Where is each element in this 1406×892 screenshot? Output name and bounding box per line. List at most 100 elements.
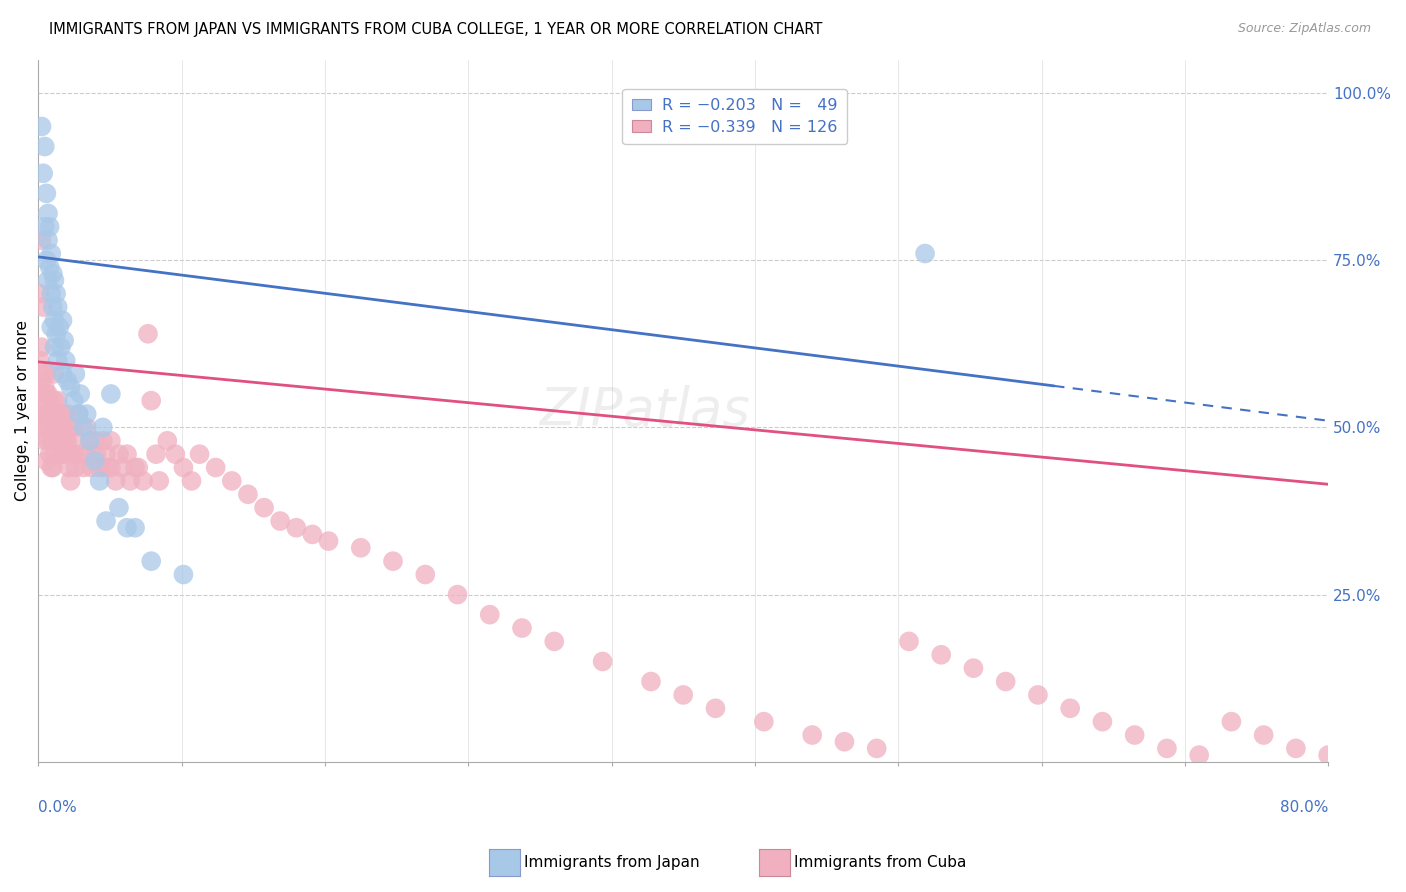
Point bbox=[80, 460, 103, 475]
Point bbox=[204, 460, 226, 475]
Point bbox=[72, 420, 94, 434]
Point bbox=[56, 434, 79, 448]
Point bbox=[148, 474, 170, 488]
Point bbox=[172, 460, 194, 475]
Point bbox=[45, 407, 67, 421]
Point bbox=[897, 634, 920, 648]
Point bbox=[1059, 701, 1081, 715]
Point bbox=[51, 367, 73, 381]
Point bbox=[38, 420, 60, 434]
Point bbox=[478, 607, 501, 622]
Point bbox=[76, 420, 98, 434]
Point bbox=[72, 460, 94, 475]
Point bbox=[39, 320, 62, 334]
Point bbox=[37, 434, 59, 448]
Point bbox=[156, 434, 179, 448]
Point bbox=[35, 420, 58, 434]
Point bbox=[44, 420, 66, 434]
Point bbox=[124, 521, 146, 535]
Point bbox=[285, 521, 308, 535]
Point bbox=[42, 267, 65, 281]
Legend: R = −0.203   N =   49, R = −0.339   N = 126: R = −0.203 N = 49, R = −0.339 N = 126 bbox=[623, 88, 848, 145]
Point bbox=[42, 434, 65, 448]
Point bbox=[55, 353, 77, 368]
Point bbox=[31, 340, 53, 354]
Point bbox=[31, 407, 53, 421]
Point bbox=[89, 474, 111, 488]
Point bbox=[35, 387, 58, 401]
Point bbox=[76, 407, 98, 421]
Point bbox=[62, 393, 84, 408]
Point bbox=[382, 554, 405, 568]
Point bbox=[37, 407, 59, 421]
Text: IMMIGRANTS FROM JAPAN VS IMMIGRANTS FROM CUBA COLLEGE, 1 YEAR OR MORE CORRELATIO: IMMIGRANTS FROM JAPAN VS IMMIGRANTS FROM… bbox=[49, 22, 823, 37]
Point bbox=[69, 387, 91, 401]
Point bbox=[86, 447, 108, 461]
Point bbox=[37, 206, 59, 220]
Point bbox=[834, 735, 856, 749]
Point bbox=[111, 460, 134, 475]
Point bbox=[28, 286, 51, 301]
Point bbox=[28, 387, 51, 401]
Text: Source: ZipAtlas.com: Source: ZipAtlas.com bbox=[1237, 22, 1371, 36]
Point bbox=[640, 674, 662, 689]
Point bbox=[236, 487, 259, 501]
Point bbox=[37, 387, 59, 401]
Point bbox=[34, 407, 56, 421]
Point bbox=[115, 447, 138, 461]
Point bbox=[350, 541, 373, 555]
Point bbox=[83, 434, 105, 448]
Point bbox=[46, 300, 69, 314]
Point bbox=[35, 454, 58, 468]
Point bbox=[1091, 714, 1114, 729]
Point bbox=[141, 554, 163, 568]
Point bbox=[42, 300, 65, 314]
Point bbox=[69, 447, 91, 461]
Point bbox=[914, 246, 936, 260]
Point bbox=[48, 434, 70, 448]
Point bbox=[1285, 741, 1308, 756]
Point bbox=[97, 460, 120, 475]
Point bbox=[42, 407, 65, 421]
Point bbox=[32, 393, 55, 408]
Point bbox=[37, 233, 59, 247]
Point bbox=[221, 474, 243, 488]
Point bbox=[269, 514, 291, 528]
Point bbox=[35, 367, 58, 381]
Point bbox=[44, 447, 66, 461]
Point bbox=[32, 300, 55, 314]
Point bbox=[53, 334, 76, 348]
Point bbox=[543, 634, 565, 648]
Point bbox=[1123, 728, 1146, 742]
Point bbox=[39, 246, 62, 260]
Point bbox=[59, 474, 82, 488]
Point bbox=[962, 661, 984, 675]
Text: 80.0%: 80.0% bbox=[1279, 800, 1329, 815]
Point bbox=[136, 326, 159, 341]
Point bbox=[120, 474, 142, 488]
Point bbox=[38, 260, 60, 274]
Point bbox=[89, 460, 111, 475]
Text: ZIPatlas: ZIPatlas bbox=[538, 384, 749, 437]
Point bbox=[115, 521, 138, 535]
Point bbox=[44, 340, 66, 354]
Point bbox=[51, 313, 73, 327]
Point bbox=[34, 139, 56, 153]
Point bbox=[67, 407, 90, 421]
Point bbox=[94, 447, 117, 461]
Point bbox=[49, 447, 72, 461]
Point bbox=[31, 233, 53, 247]
Point bbox=[39, 407, 62, 421]
Point bbox=[53, 420, 76, 434]
Point bbox=[42, 460, 65, 475]
Point bbox=[32, 420, 55, 434]
Point bbox=[141, 393, 163, 408]
Point bbox=[83, 454, 105, 468]
Point bbox=[44, 313, 66, 327]
Point bbox=[45, 286, 67, 301]
Point bbox=[1220, 714, 1243, 729]
Point bbox=[44, 393, 66, 408]
Point bbox=[1253, 728, 1275, 742]
Point bbox=[180, 474, 202, 488]
Point bbox=[55, 434, 77, 448]
